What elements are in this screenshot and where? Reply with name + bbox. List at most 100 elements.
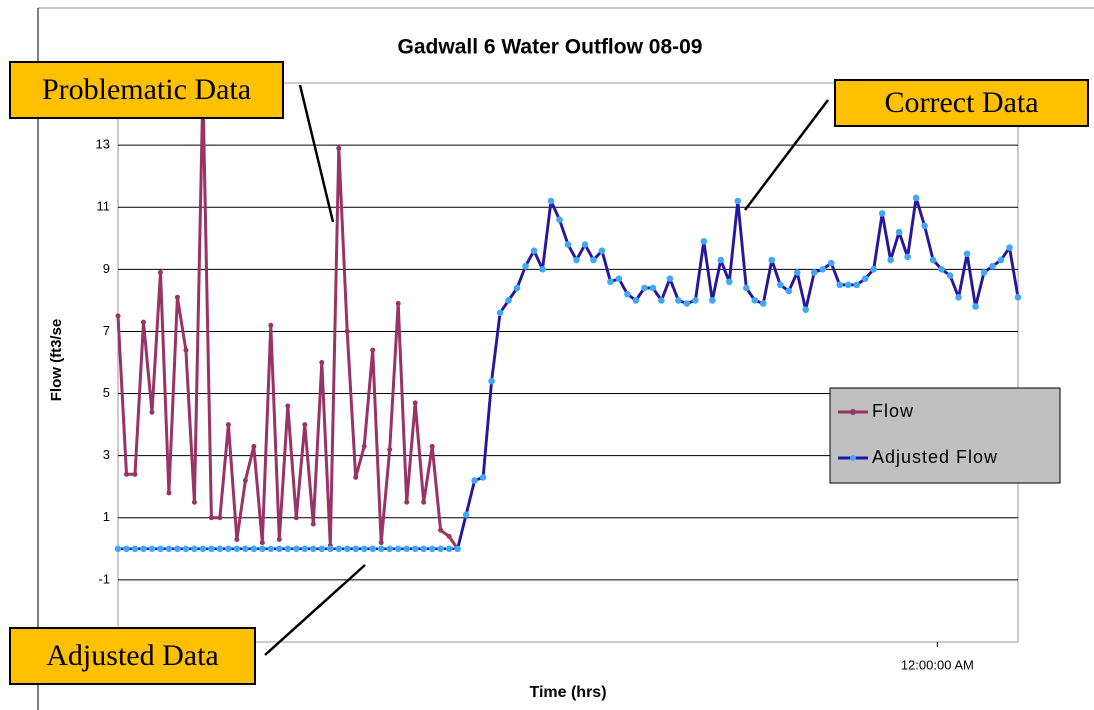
legend: Flow Adjusted Flow — [829, 387, 1061, 484]
data-point — [683, 300, 691, 307]
data-point — [302, 422, 308, 428]
data-point — [131, 545, 139, 553]
data-point — [165, 545, 173, 553]
data-point — [607, 278, 614, 286]
legend-marker — [850, 409, 856, 415]
data-point — [259, 540, 265, 546]
data-point — [242, 478, 248, 484]
data-point — [1006, 244, 1013, 251]
data-point — [615, 275, 623, 282]
annotation-leader — [264, 564, 366, 656]
data-point — [208, 545, 215, 553]
y-tick-label: 5 — [103, 385, 110, 400]
data-point — [343, 545, 351, 553]
data-point — [989, 262, 996, 270]
data-point — [157, 545, 164, 553]
data-point — [166, 490, 172, 496]
data-point — [191, 499, 197, 505]
data-point — [318, 545, 326, 553]
data-point — [394, 545, 402, 553]
data-point — [114, 545, 122, 553]
data-point — [293, 545, 300, 553]
data-point — [310, 521, 316, 527]
data-point — [479, 474, 487, 481]
data-point — [336, 145, 342, 151]
data-point — [123, 545, 130, 553]
data-point — [132, 471, 138, 477]
annotation-text: Adjusted Data — [46, 639, 218, 672]
data-point — [437, 545, 444, 553]
data-point — [149, 409, 155, 415]
data-point — [377, 545, 385, 553]
data-point — [361, 443, 367, 449]
data-point — [955, 293, 962, 301]
data-point — [1014, 293, 1022, 301]
data-point — [404, 499, 410, 505]
y-tick-label: -1 — [98, 571, 110, 586]
data-point — [547, 197, 555, 205]
annotation-box — [9, 61, 284, 119]
data-point — [471, 477, 478, 484]
data-point — [522, 262, 529, 270]
data-point — [810, 269, 818, 276]
data-point — [293, 515, 299, 521]
data-point — [259, 545, 266, 553]
data-point — [946, 272, 954, 279]
data-point — [921, 222, 928, 230]
x-tick-label: 12:00:00 AM — [901, 657, 974, 672]
data-point — [505, 297, 512, 304]
data-point — [827, 259, 835, 267]
data-point — [148, 545, 156, 553]
data-point — [115, 313, 121, 319]
data-point — [335, 545, 343, 553]
data-point — [624, 290, 631, 298]
data-point — [598, 247, 606, 254]
data-point — [895, 228, 903, 236]
data-point — [581, 241, 589, 248]
data-point — [853, 281, 860, 289]
data-point — [208, 515, 214, 521]
data-point — [387, 446, 393, 452]
data-point — [276, 537, 282, 543]
data-point — [556, 216, 563, 223]
data-point — [692, 297, 699, 304]
data-point — [344, 328, 350, 334]
data-point — [759, 300, 767, 307]
y-tick-label: 1 — [103, 509, 110, 524]
data-point — [191, 545, 198, 553]
legend-label: Flow — [872, 401, 914, 421]
data-point — [267, 545, 275, 553]
data-point — [233, 545, 241, 553]
data-point — [412, 400, 418, 406]
x-axis-label: Time (hrs) — [529, 684, 606, 701]
data-point — [369, 545, 377, 553]
data-point — [997, 256, 1005, 264]
data-point — [734, 197, 742, 205]
data-point — [174, 294, 180, 300]
data-point — [123, 471, 129, 477]
data-point — [539, 266, 546, 273]
annotation-leader — [744, 99, 829, 211]
data-point — [887, 256, 894, 264]
data-point — [768, 256, 776, 264]
data-point — [319, 360, 325, 365]
data-point — [717, 256, 725, 264]
data-point — [140, 545, 147, 553]
data-point — [250, 545, 258, 553]
y-tick-label: 13 — [96, 137, 110, 152]
data-point — [675, 297, 682, 304]
data-point — [353, 474, 359, 480]
data-point — [819, 266, 827, 273]
data-point — [370, 347, 376, 353]
data-point — [225, 422, 231, 428]
data-point — [140, 319, 146, 325]
data-point — [403, 545, 410, 553]
data-point — [157, 269, 163, 275]
data-point — [446, 533, 452, 539]
data-point — [564, 241, 572, 248]
data-point — [776, 281, 784, 289]
series — [114, 194, 1022, 553]
data-point — [242, 545, 249, 553]
data-point — [301, 545, 309, 553]
data-point — [573, 256, 580, 264]
